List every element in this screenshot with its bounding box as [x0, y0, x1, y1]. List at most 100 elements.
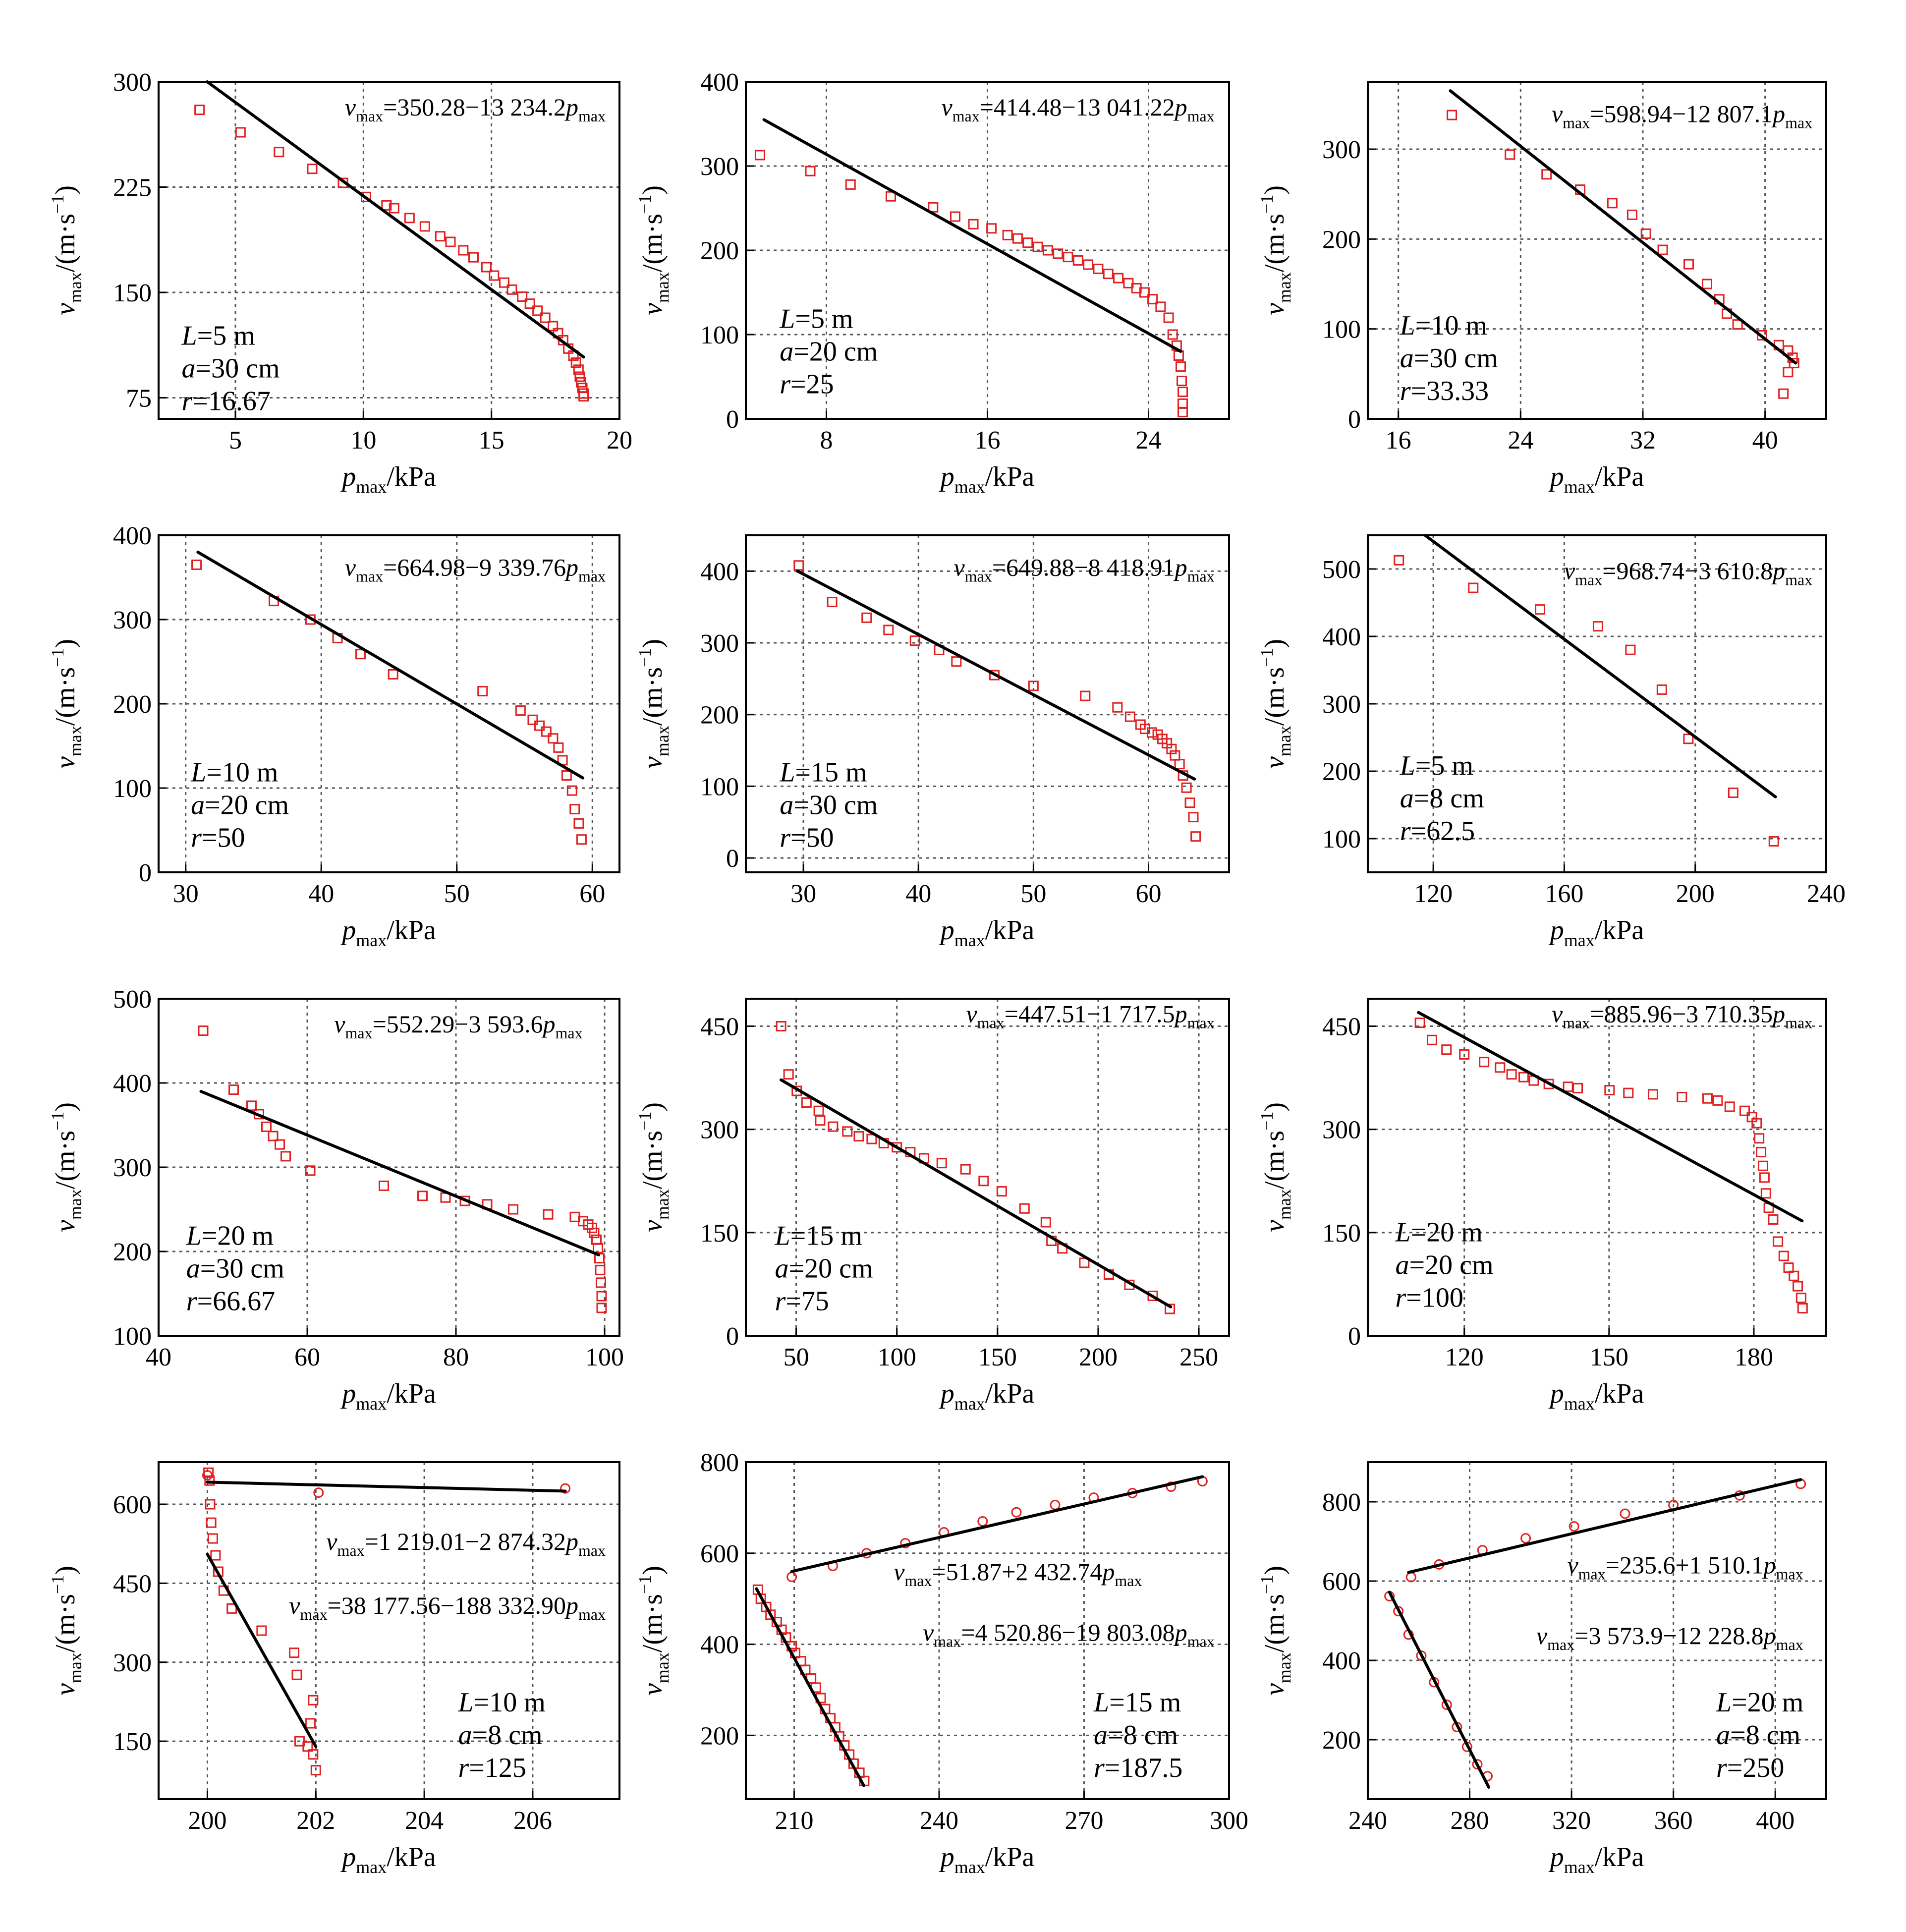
- data-point: [313, 1487, 324, 1498]
- data-point: [754, 150, 765, 161]
- x-tick-label: 250: [1179, 1343, 1218, 1371]
- x-tick-label: 200: [188, 1807, 226, 1835]
- data-point: [291, 1669, 302, 1680]
- x-tick-label: 20: [607, 426, 632, 455]
- x-axis-title: pmax/kPa: [939, 461, 1035, 497]
- x-tick-label: 80: [443, 1343, 469, 1371]
- data-point: [1140, 724, 1151, 735]
- data-point: [541, 726, 552, 737]
- chart-panel-6: 120 160 200 240 100 200 300 400 500 pmax/kPa vmax/…: [1257, 534, 1846, 950]
- data-point: [404, 213, 415, 224]
- data-point: [1572, 1082, 1583, 1093]
- fit-equation: vmax=3 573.9−12 228.8pmax: [1536, 1622, 1803, 1653]
- x-axis-title: pmax/kPa: [340, 1378, 436, 1414]
- data-point: [968, 219, 979, 229]
- chart-panel-12: 240 280 320 360 400 200 400 600 800 pmax/kPa vmax/…: [1257, 1461, 1827, 1877]
- data-point: [815, 1115, 826, 1126]
- plot-frame: [1367, 1461, 1827, 1800]
- data-point: [1783, 1262, 1794, 1273]
- parameter-label: r=50: [780, 822, 834, 853]
- y-tick-label: 400: [700, 1631, 739, 1659]
- data-point: [1459, 1049, 1470, 1060]
- data-point: [1063, 252, 1073, 263]
- data-point: [1760, 1188, 1771, 1199]
- parameter-label: a=20 cm: [780, 336, 878, 367]
- x-axis-title: pmax/kPa: [340, 1842, 436, 1877]
- data-point: [813, 1105, 824, 1116]
- data-point: [827, 597, 838, 608]
- data-point: [1113, 273, 1124, 284]
- fit-equation: vmax=552.29−3 593.6pmax: [334, 1010, 582, 1042]
- data-point: [1739, 1105, 1750, 1116]
- x-axis-title: pmax/kPa: [1548, 915, 1644, 950]
- y-tick-label: 400: [113, 522, 152, 550]
- data-point: [986, 223, 997, 234]
- data-point: [1677, 1091, 1687, 1102]
- x-tick-label: 16: [1386, 426, 1411, 455]
- x-tick-label: 40: [905, 880, 931, 908]
- data-point: [578, 391, 589, 402]
- x-tick-label: 100: [878, 1343, 916, 1371]
- y-tick-label: 0: [139, 859, 152, 887]
- data-point: [1626, 209, 1637, 220]
- chart-panel-1: 5 10 15 20 75 150 225 300 pmax/kPa vmax/(m·s−1) vm…: [48, 68, 632, 497]
- y-tick-label: 300: [700, 629, 739, 658]
- x-tick-label: 15: [479, 426, 505, 455]
- data-point: [1732, 319, 1743, 330]
- x-tick-label: 206: [513, 1807, 552, 1835]
- x-tick-label: 60: [294, 1343, 320, 1371]
- data-point: [1757, 330, 1767, 341]
- data-point: [1174, 759, 1185, 770]
- data-point: [1012, 233, 1023, 244]
- y-tick-label: 600: [113, 1491, 152, 1519]
- x-tick-label: 280: [1451, 1807, 1489, 1835]
- data-point: [842, 1126, 853, 1137]
- y-tick-label: 0: [726, 845, 739, 873]
- data-point: [419, 221, 430, 232]
- fit-equation: vmax=350.28−13 234.2pmax: [345, 93, 606, 125]
- data-point: [576, 834, 587, 845]
- data-point: [1604, 1085, 1615, 1096]
- y-tick-label: 450: [700, 1013, 739, 1041]
- chart-panel-3: 16 24 32 40 0 100 200 300 pmax/kPa vmax/(m·s−1) vm…: [1257, 81, 1827, 497]
- data-point: [1083, 259, 1094, 270]
- x-tick-label: 300: [1210, 1807, 1248, 1835]
- data-point: [275, 1139, 285, 1150]
- parameter-label: a=8 cm: [1400, 783, 1484, 814]
- y-axis-title: vmax/(m·s−1): [1257, 639, 1294, 769]
- data-point: [1768, 836, 1779, 847]
- data-point: [1124, 711, 1135, 722]
- data-point: [936, 1158, 947, 1169]
- data-point: [499, 277, 509, 288]
- x-tick-label: 320: [1552, 1807, 1591, 1835]
- plot-frame: [745, 1461, 1230, 1800]
- plot-frame: [158, 1461, 620, 1800]
- fit-line: [780, 1078, 1173, 1308]
- fit-line: [755, 1587, 865, 1787]
- y-tick-label: 0: [726, 1322, 739, 1351]
- data-point: [1793, 1281, 1803, 1292]
- data-point: [793, 560, 804, 571]
- data-point: [1167, 329, 1178, 340]
- data-point: [978, 1176, 989, 1187]
- data-point: [1623, 1087, 1634, 1098]
- parameter-label: L=5 m: [181, 320, 255, 351]
- y-axis-title: vmax/(m·s−1): [48, 1566, 85, 1696]
- parameter-label: r=100: [1396, 1283, 1463, 1313]
- data-point: [302, 1741, 313, 1752]
- fit-line: [206, 1552, 318, 1748]
- data-point: [845, 179, 856, 190]
- x-tick-label: 270: [1065, 1807, 1104, 1835]
- fit-line: [790, 1475, 1204, 1573]
- y-axis-title: vmax/(m·s−1): [1257, 1102, 1294, 1232]
- x-tick-label: 24: [1136, 426, 1162, 455]
- data-point: [515, 705, 526, 716]
- data-point: [1505, 149, 1515, 160]
- x-tick-label: 24: [1508, 426, 1533, 455]
- data-point: [1427, 1034, 1437, 1045]
- data-point: [1712, 1095, 1723, 1106]
- data-point: [1405, 1572, 1416, 1583]
- data-point: [1447, 110, 1458, 120]
- chart-panel-5: 30 40 50 60 0 100 200 300 400 pmax/kPa vmax/(m·s−1…: [635, 534, 1230, 950]
- y-tick-label: 200: [113, 690, 152, 719]
